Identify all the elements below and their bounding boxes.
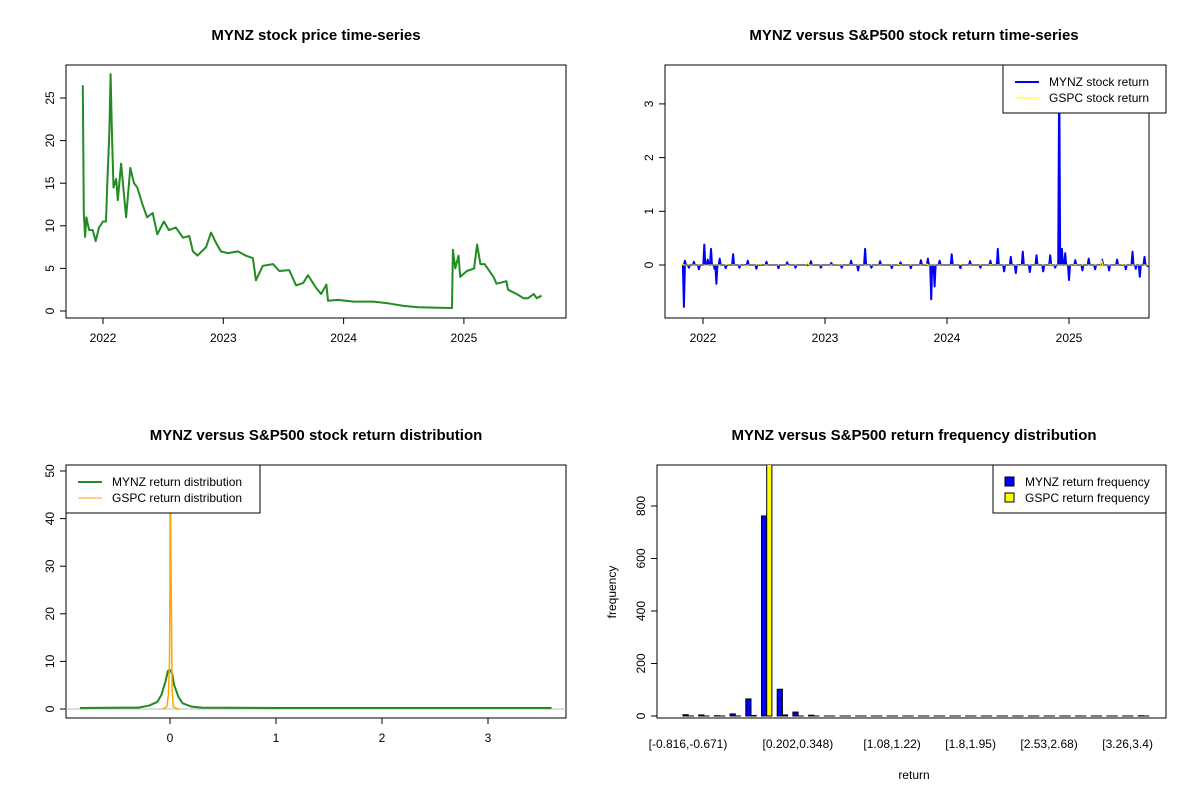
density-legend-label: GSPC return distribution (112, 491, 242, 505)
histogram-y-tick-label: 600 (634, 548, 648, 568)
density-x-tick-label: 2 (379, 731, 386, 745)
return-ts-chart: 2022 2023 2024 2025 0 1 2 3 MYNZ stock return GSP… (642, 64, 1167, 345)
price-y-tick-label: 0 (43, 307, 57, 314)
histogram-bars (682, 465, 1150, 717)
histogram-y-tick-label: 800 (634, 496, 648, 516)
density-chart-title: MYNZ versus S&P500 stock return distribu… (150, 427, 483, 444)
histogram-legend-label: GSPC return frequency (1025, 491, 1150, 505)
histogram-legend-box (992, 464, 1167, 514)
return-ts-y-tick-label: 2 (642, 154, 656, 161)
price-y-tick-label: 10 (43, 219, 57, 233)
histogram-legend-label: MYNZ return frequency (1025, 475, 1150, 489)
price-y-tick-label: 15 (43, 176, 57, 190)
price-x-tick-label: 2023 (210, 331, 237, 345)
return-ts-legend-box (1002, 64, 1167, 114)
price-plot-frame (65, 64, 567, 319)
gspc-frequency-bar (781, 714, 789, 717)
mynz-frequency-bar (808, 714, 815, 717)
return-ts-y-tick-label: 0 (642, 261, 656, 268)
histogram-x-tick-label: [2.53,2.68) (1020, 737, 1077, 751)
histogram-chart: 0 200 400 600 800 [-0.816,-0.671) [0.202,0.348… (634, 464, 1167, 751)
return-ts-x-tick-label: 2022 (690, 331, 717, 345)
return-ts-x-tick-label: 2025 (1056, 331, 1083, 345)
histogram-legend-swatch (1004, 492, 1015, 503)
density-x-tick-label: 3 (485, 731, 492, 745)
histogram-legend-swatch (1004, 476, 1015, 487)
histogram-x-tick-label: [3.26,3.4) (1102, 737, 1153, 751)
histogram-y-tick-label: 0 (634, 712, 648, 719)
density-y-tick-label: 50 (43, 464, 57, 478)
histogram-x-tick-label: [0.202,0.348) (763, 737, 834, 751)
density-y-tick-label: 10 (43, 654, 57, 668)
price-chart-title: MYNZ stock price time-series (211, 27, 420, 44)
price-y-tick-label: 20 (43, 134, 57, 148)
mynz-density-line (79, 669, 552, 709)
density-y-tick-label: 40 (43, 512, 57, 526)
return-ts-x-tick-label: 2023 (812, 331, 839, 345)
price-x-tick-label: 2024 (330, 331, 357, 345)
return-ts-legend-label: MYNZ stock return (1049, 75, 1149, 89)
gspc-density-line (162, 465, 180, 710)
mynz-frequency-bar (776, 688, 783, 717)
return-ts-chart-title: MYNZ versus S&P500 stock return time-ser… (749, 27, 1078, 44)
mynz-frequency-bar (761, 515, 768, 717)
mynz-frequency-bar (698, 714, 705, 717)
density-legend-box (65, 464, 261, 514)
density-x-tick-label: 0 (167, 731, 174, 745)
histogram-x-tick-label: [1.8,1.95) (945, 737, 996, 751)
mynz-frequency-bar (792, 711, 799, 717)
histogram-chart-title: MYNZ versus S&P500 return frequency dist… (731, 427, 1096, 444)
price-x-tick-label: 2025 (451, 331, 478, 345)
density-y-tick-label: 30 (43, 559, 57, 573)
price-x-tick-label: 2022 (90, 331, 117, 345)
return-ts-legend-label: GSPC stock return (1049, 91, 1149, 105)
return-ts-y-tick-label: 3 (642, 100, 656, 107)
mynz-frequency-bar (745, 698, 752, 717)
histogram-y-tick-label: 200 (634, 653, 648, 673)
density-x-tick-label: 1 (273, 731, 280, 745)
histogram-x-tick-label: [1.08,1.22) (863, 737, 920, 751)
density-y-tick-label: 20 (43, 607, 57, 621)
price-y-tick-label: 5 (43, 265, 57, 272)
histogram-x-axis-label: return (898, 768, 929, 782)
mynz-frequency-bar (729, 713, 736, 717)
gspc-return-line (681, 259, 1149, 269)
return-ts-y-tick-label: 1 (642, 208, 656, 215)
histogram-x-tick-label: [-0.816,-0.671) (649, 737, 728, 751)
mynz-frequency-bar (682, 714, 689, 717)
histogram-y-axis-label: frequency (605, 566, 619, 619)
density-y-tick-label: 0 (43, 705, 57, 712)
gspc-frequency-bar (766, 465, 773, 717)
return-ts-x-tick-label: 2024 (934, 331, 961, 345)
gspc-frequency-bar (750, 714, 757, 717)
price-y-tick-label: 25 (43, 91, 57, 105)
price-line (81, 73, 543, 309)
histogram-y-tick-label: 400 (634, 601, 648, 621)
density-legend-label: MYNZ return distribution (112, 475, 242, 489)
